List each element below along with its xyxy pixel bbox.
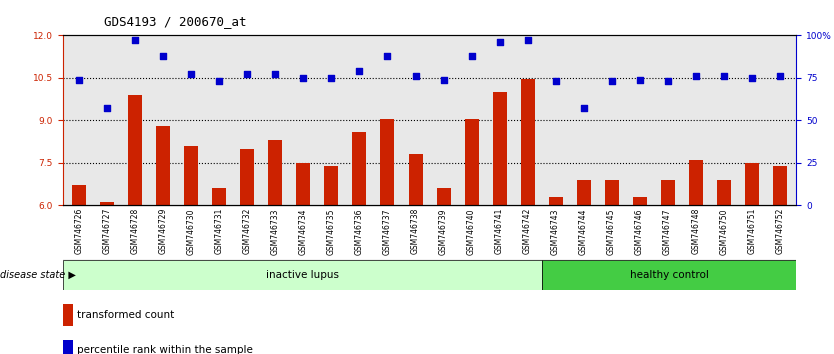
Bar <box>716 180 731 205</box>
Text: healthy control: healthy control <box>630 270 709 280</box>
Text: GSM746731: GSM746731 <box>215 208 224 255</box>
Text: GSM746750: GSM746750 <box>719 208 728 255</box>
Text: disease state ▶: disease state ▶ <box>0 270 76 280</box>
Point <box>185 72 198 77</box>
Text: inactive lupus: inactive lupus <box>266 270 339 280</box>
Point <box>493 39 506 45</box>
Bar <box>772 166 786 205</box>
Text: GSM746739: GSM746739 <box>439 208 448 255</box>
Bar <box>745 163 759 205</box>
Point <box>717 73 731 79</box>
Bar <box>689 160 702 205</box>
Text: GSM746743: GSM746743 <box>551 208 560 255</box>
Bar <box>157 126 170 205</box>
Text: GSM746740: GSM746740 <box>467 208 476 255</box>
Bar <box>63 304 73 326</box>
Bar <box>661 180 675 205</box>
Text: GSM746738: GSM746738 <box>411 208 420 255</box>
Bar <box>605 180 619 205</box>
Point <box>324 75 338 81</box>
Text: GSM746726: GSM746726 <box>75 208 84 255</box>
Text: GSM746730: GSM746730 <box>187 208 196 255</box>
Point <box>381 53 394 59</box>
Bar <box>269 140 283 205</box>
Text: GSM746733: GSM746733 <box>271 208 280 255</box>
Point <box>633 77 646 82</box>
Bar <box>324 166 339 205</box>
Text: GSM746734: GSM746734 <box>299 208 308 255</box>
Point <box>213 79 226 84</box>
Text: GSM746745: GSM746745 <box>607 208 616 255</box>
Point <box>241 72 254 77</box>
Point <box>409 73 422 79</box>
Bar <box>100 202 114 205</box>
Text: GSM746732: GSM746732 <box>243 208 252 255</box>
Point <box>73 77 86 82</box>
Bar <box>63 340 73 354</box>
Point <box>353 68 366 74</box>
Point <box>269 72 282 77</box>
Point <box>521 38 535 43</box>
Bar <box>549 197 563 205</box>
Point <box>745 75 758 81</box>
Bar <box>184 146 198 205</box>
Bar <box>353 132 366 205</box>
Text: GSM746735: GSM746735 <box>327 208 336 255</box>
Text: GSM746744: GSM746744 <box>579 208 588 255</box>
Bar <box>436 188 450 205</box>
Text: GSM746747: GSM746747 <box>663 208 672 255</box>
Text: transformed count: transformed count <box>77 310 174 320</box>
Bar <box>465 119 479 205</box>
Text: GSM746729: GSM746729 <box>159 208 168 255</box>
Bar <box>493 92 506 205</box>
Text: GDS4193 / 200670_at: GDS4193 / 200670_at <box>104 15 247 28</box>
Point <box>101 105 114 111</box>
Bar <box>240 149 254 205</box>
Point <box>128 38 142 43</box>
Text: GSM746737: GSM746737 <box>383 208 392 255</box>
Point <box>297 75 310 81</box>
Bar <box>520 79 535 205</box>
Point <box>549 79 562 84</box>
Point <box>157 53 170 59</box>
Bar <box>73 185 87 205</box>
Bar <box>296 163 310 205</box>
Point <box>437 77 450 82</box>
Bar <box>576 180 590 205</box>
Text: GSM746751: GSM746751 <box>747 208 756 255</box>
Point <box>605 79 618 84</box>
Point <box>773 73 786 79</box>
Bar <box>213 188 226 205</box>
Bar <box>542 260 796 290</box>
Bar <box>380 119 394 205</box>
Bar <box>128 95 143 205</box>
Point <box>465 53 478 59</box>
Text: GSM746736: GSM746736 <box>355 208 364 255</box>
Bar <box>409 154 423 205</box>
Text: GSM746752: GSM746752 <box>775 208 784 255</box>
Text: percentile rank within the sample: percentile rank within the sample <box>77 346 253 354</box>
Point <box>689 73 702 79</box>
Point <box>661 79 674 84</box>
Point <box>577 105 590 111</box>
Text: GSM746746: GSM746746 <box>636 208 644 255</box>
Bar <box>63 260 542 290</box>
Text: GSM746728: GSM746728 <box>131 208 140 254</box>
Bar <box>633 197 646 205</box>
Text: GSM746727: GSM746727 <box>103 208 112 255</box>
Text: GSM746742: GSM746742 <box>523 208 532 255</box>
Text: GSM746741: GSM746741 <box>495 208 504 255</box>
Text: GSM746748: GSM746748 <box>691 208 700 255</box>
